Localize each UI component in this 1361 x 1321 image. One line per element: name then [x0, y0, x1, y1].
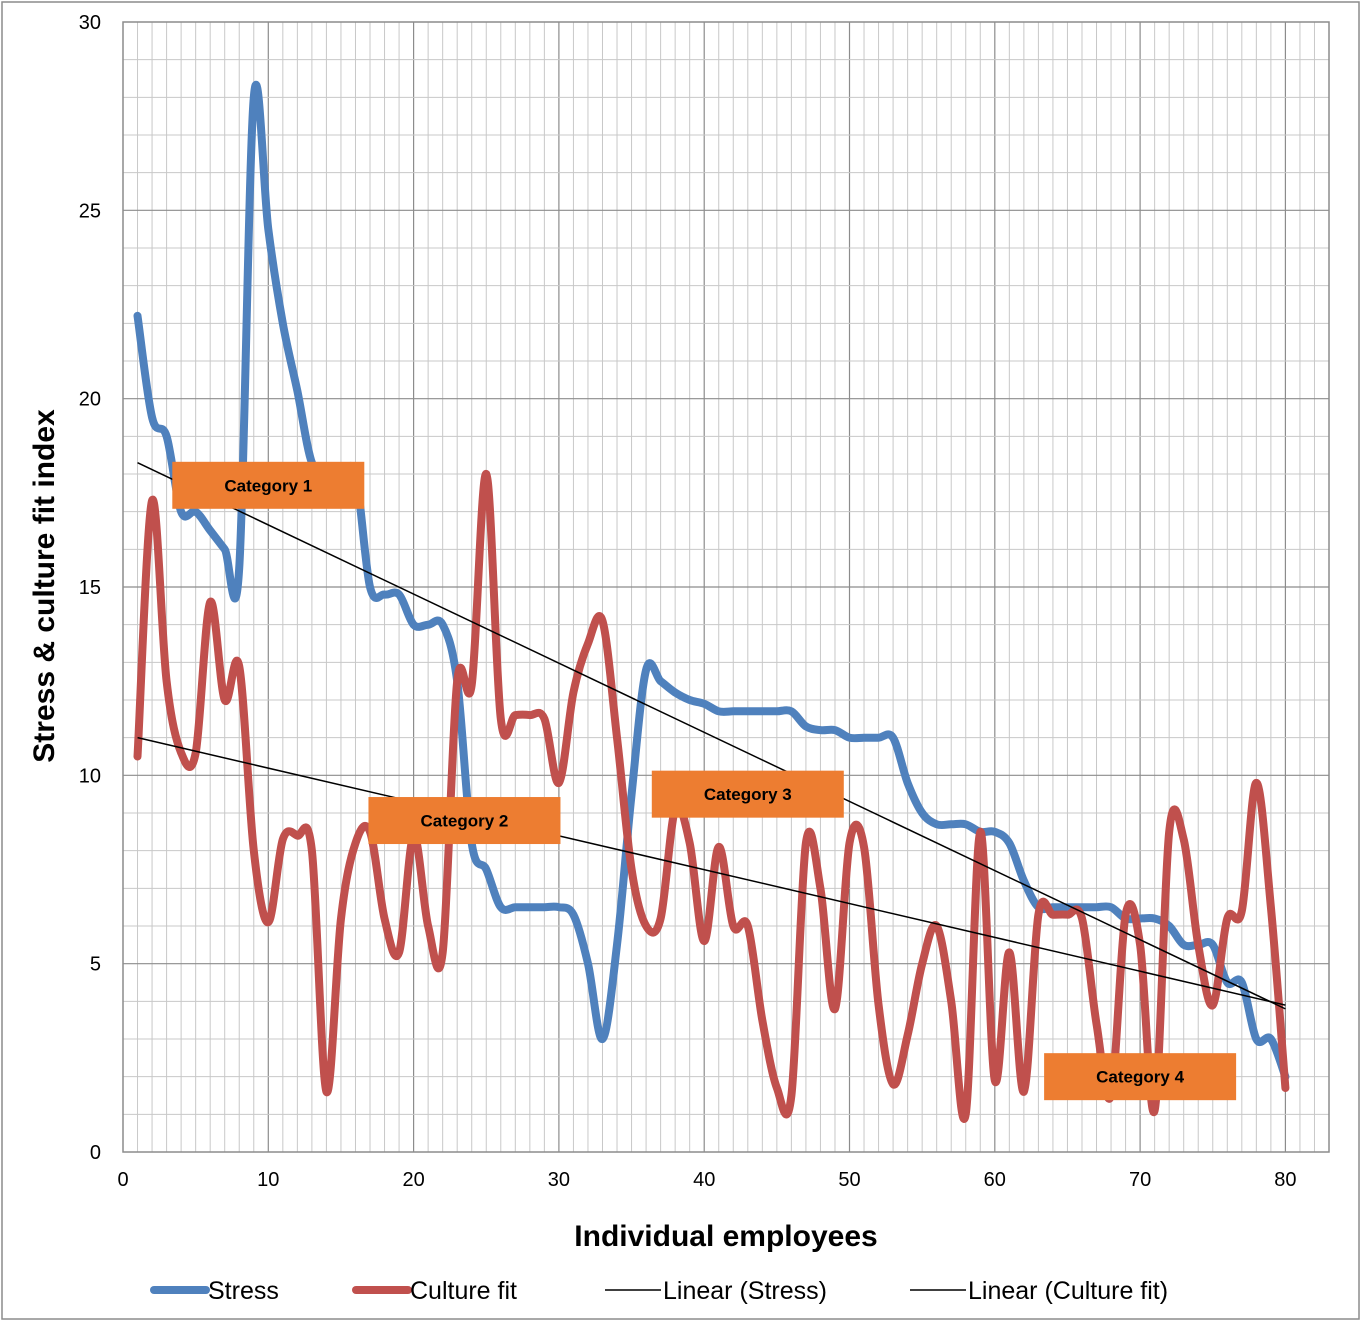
y-tick-label: 30 [79, 12, 101, 34]
category-box-bg [368, 797, 561, 845]
category-box-bg [651, 770, 844, 818]
x-tick-label: 50 [838, 1169, 860, 1191]
x-tick-label: 60 [984, 1169, 1006, 1191]
category-label: Category 1 [224, 476, 312, 495]
x-tick-label: 70 [1129, 1169, 1151, 1191]
category-annotations: Category 1 Category 2 Category 3 Category 4 [172, 461, 1237, 1101]
y-tick-label: 5 [90, 954, 101, 976]
y-axis-title: Stress & culture fit index [28, 409, 61, 763]
y-tick-label: 25 [79, 200, 101, 222]
x-tick-label: 30 [548, 1169, 570, 1191]
trendline-linear-culture-fit [137, 736, 1286, 1006]
legend-label: Culture fit [410, 1277, 517, 1305]
x-tick-label: 0 [117, 1169, 128, 1191]
category-box: Category 4 [1044, 1053, 1237, 1101]
category-box-bg [172, 461, 365, 509]
axis-ticks: 0 10 20 30 40 50 60 70 80 0 5 10 15 20 25 30 [79, 12, 1297, 1191]
legend-label: Linear (Stress) [663, 1277, 827, 1305]
x-axis-title: Individual employees [574, 1220, 877, 1253]
plot-area-border [122, 21, 1330, 1153]
category-box: Category 2 [368, 797, 561, 845]
y-tick-label: 0 [90, 1142, 101, 1164]
y-tick-label: 15 [79, 577, 101, 599]
trendline-linear-stress [137, 462, 1286, 1010]
category-box-bg [1044, 1053, 1237, 1101]
category-label: Category 2 [421, 812, 509, 831]
x-tick-label: 20 [402, 1169, 424, 1191]
x-tick-label: 40 [693, 1169, 715, 1191]
legend-label: Linear (Culture fit) [968, 1277, 1168, 1305]
y-tick-label: 20 [79, 389, 101, 411]
x-tick-label: 10 [257, 1169, 279, 1191]
x-tick-label: 80 [1274, 1169, 1296, 1191]
category-label: Category 3 [704, 785, 792, 804]
category-box: Category 3 [651, 770, 844, 818]
legend-label: Stress [208, 1277, 279, 1305]
y-tick-label: 10 [79, 765, 101, 787]
legend: Stress Culture fit Linear (Stress) Linear (… [150, 1277, 1168, 1305]
series-line-stress [133, 81, 1290, 1081]
category-box: Category 1 [172, 461, 365, 509]
category-label: Category 4 [1096, 1068, 1184, 1087]
